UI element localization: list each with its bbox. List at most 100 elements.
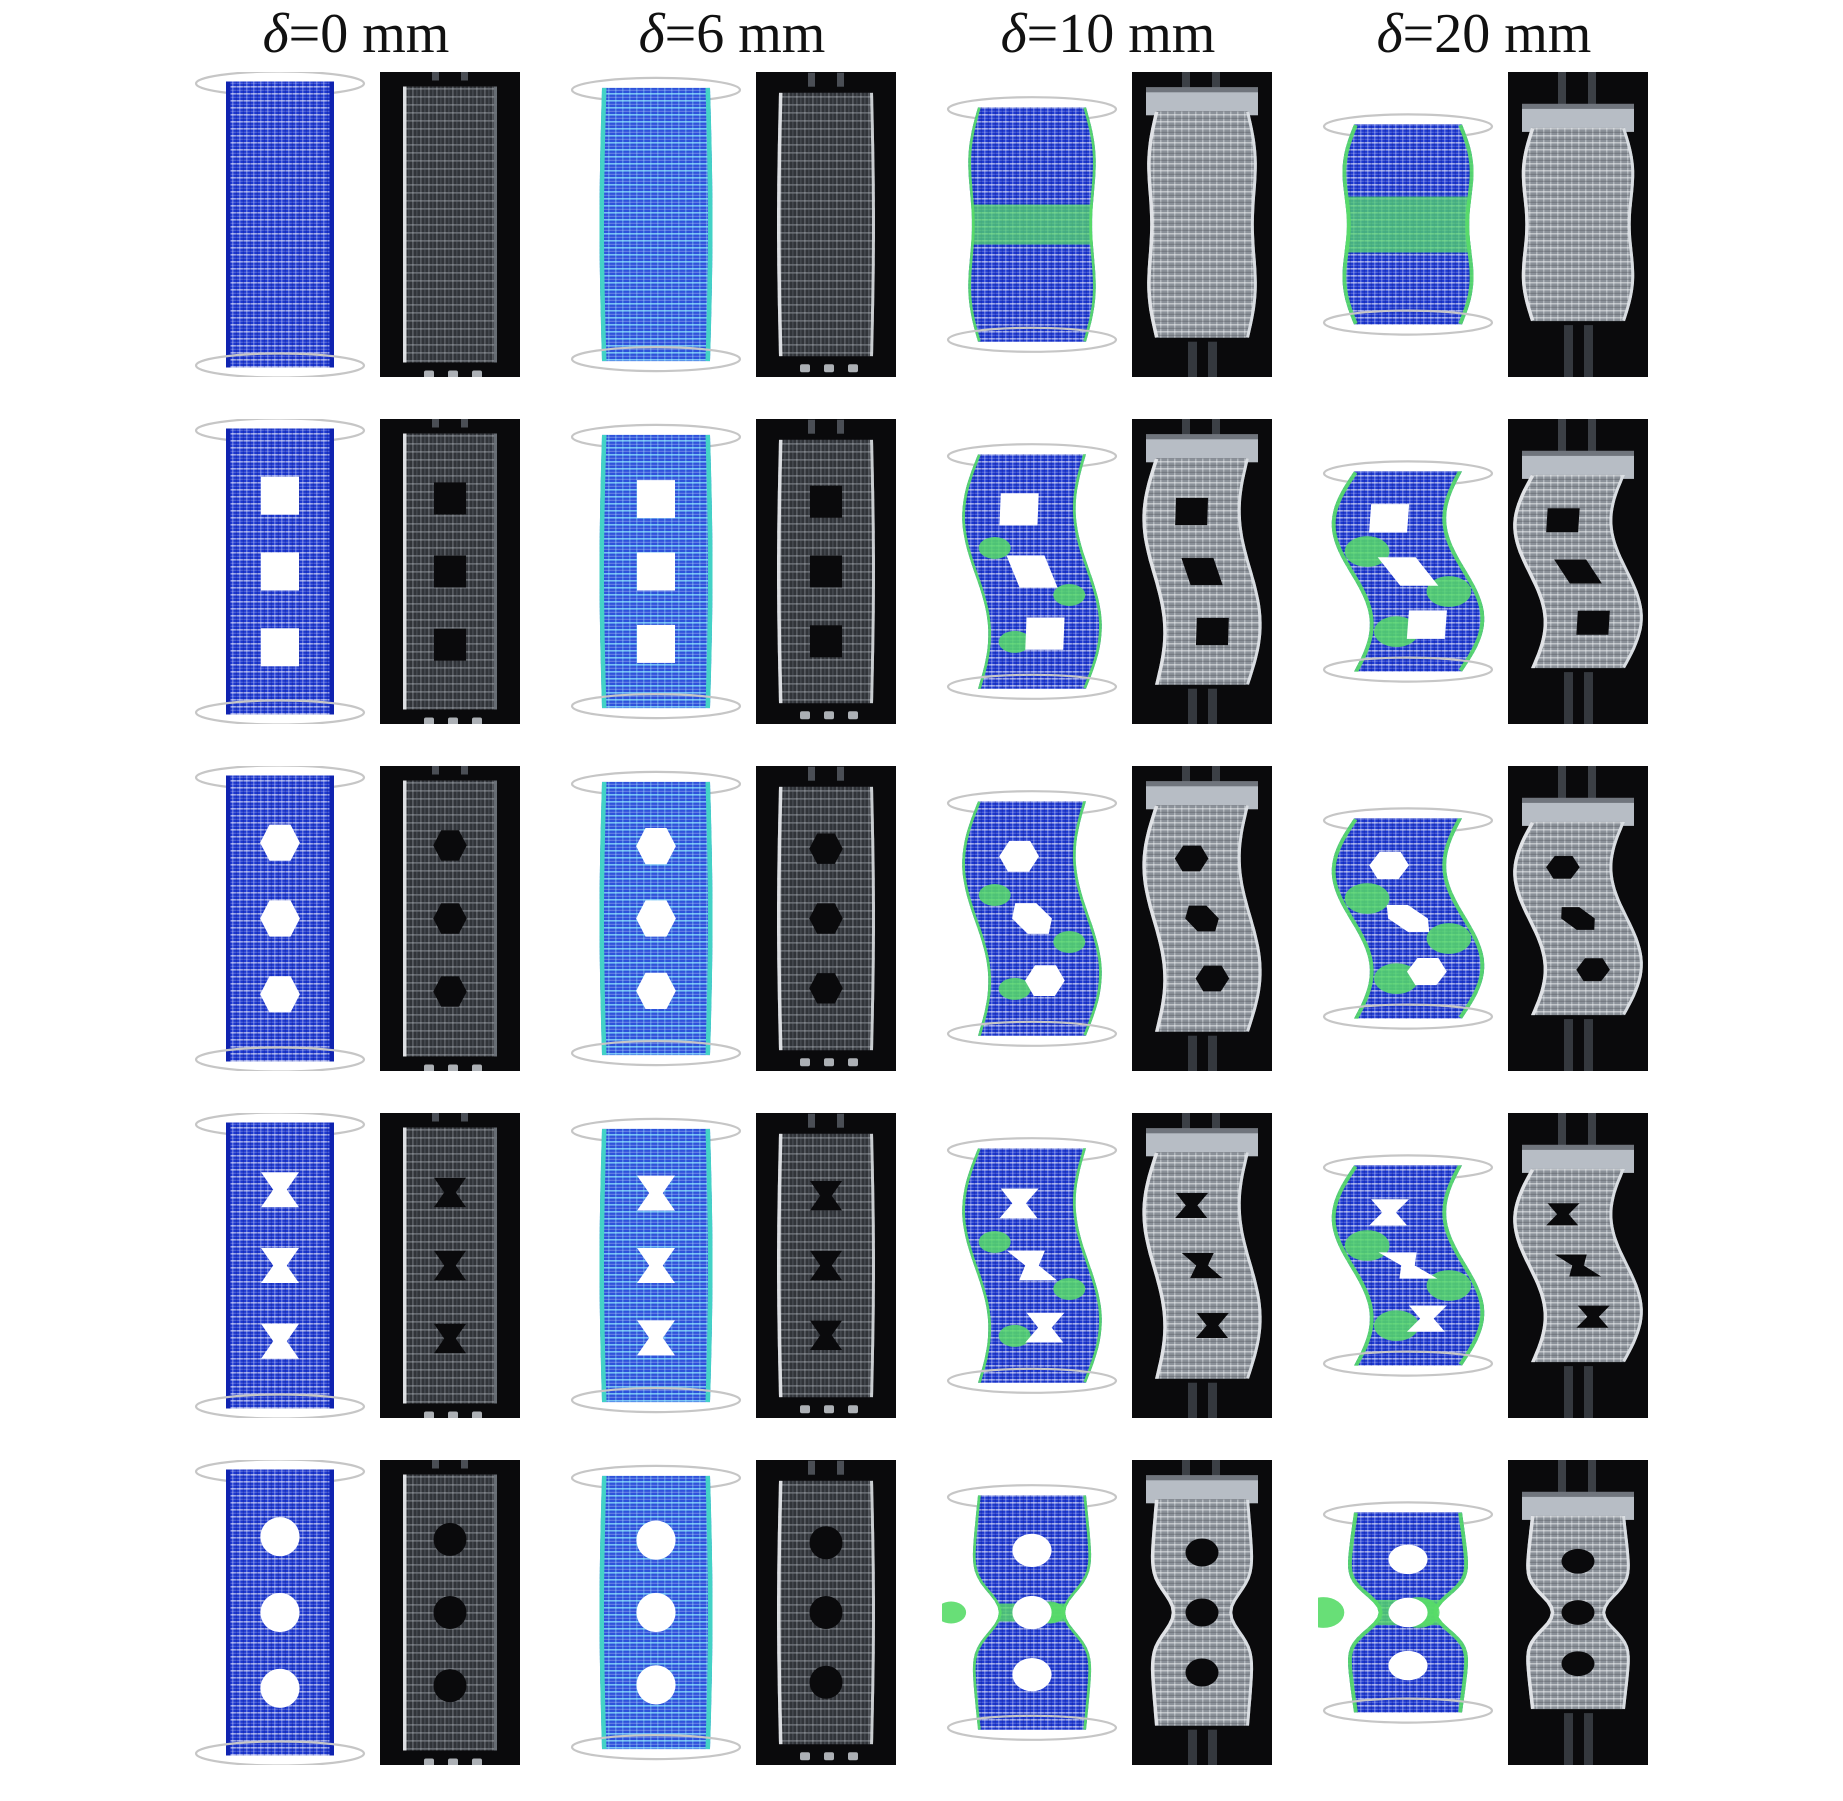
hole — [1006, 555, 1058, 588]
hole-bowtie — [637, 1320, 675, 1356]
base-highlight — [448, 717, 458, 724]
holes-group — [434, 482, 466, 661]
cell-hexagon-holes-d0 — [190, 766, 522, 1071]
hole — [637, 552, 675, 591]
hole-square — [637, 480, 675, 519]
fixture-post — [1182, 1113, 1190, 1129]
hole-bowtie — [810, 1181, 842, 1211]
fixture-stud — [808, 72, 815, 87]
clamp-plate-edge — [1522, 1144, 1634, 1150]
hole-hexagon — [1025, 965, 1065, 996]
holes-group — [999, 1188, 1065, 1343]
cell-plain-tube-d10 — [942, 72, 1274, 377]
base-highlight — [472, 1758, 482, 1765]
hole — [810, 1181, 842, 1211]
hole-bowtie — [261, 1172, 299, 1208]
fixture-post — [1558, 1113, 1566, 1145]
hole-hexagon — [1174, 845, 1209, 872]
clamp-plate-edge — [1146, 781, 1258, 787]
cell-bowtie-holes-d6 — [566, 1113, 898, 1418]
simulation-r5-c3 — [942, 1484, 1118, 1741]
hole-square — [999, 493, 1039, 526]
holes-group — [999, 493, 1065, 650]
experiment-photo-r2-c3 — [1132, 419, 1272, 724]
specimen-wireframe — [1521, 127, 1635, 322]
strain-blob — [998, 630, 1031, 653]
clamp-ring-bottom — [194, 1046, 366, 1071]
hole — [809, 1596, 843, 1629]
hole — [1175, 1193, 1208, 1218]
experiment-photo-r4-c1 — [380, 1113, 520, 1418]
hole — [1406, 1305, 1447, 1332]
hole-bowtie — [1378, 1252, 1438, 1279]
hole-hexagon — [433, 976, 467, 1007]
hole-hexagon — [809, 973, 843, 1004]
experiment-photo-r5-c4 — [1508, 1460, 1648, 1765]
holes-group — [810, 485, 842, 658]
hole — [1174, 845, 1209, 872]
hole — [433, 903, 467, 934]
hole — [434, 1323, 466, 1354]
hole — [1554, 559, 1602, 584]
hole-circle — [260, 1668, 300, 1708]
experiment-photo-r3-c3 — [1132, 766, 1272, 1071]
clamp-ring-bottom — [194, 352, 366, 377]
fixture-stud — [808, 419, 815, 434]
hole — [1386, 904, 1430, 933]
fixture-stud — [837, 419, 844, 434]
clamp-ring-bottom — [946, 1714, 1118, 1741]
simulation-r5-c4 — [1318, 1501, 1494, 1724]
side-rail-left — [599, 781, 607, 1056]
hole-bowtie — [1554, 1254, 1602, 1277]
hole-circle — [636, 1665, 676, 1705]
holes-group — [1546, 855, 1610, 982]
hole — [434, 1250, 466, 1281]
hole — [1196, 1313, 1229, 1338]
side-rail-right — [705, 1475, 713, 1750]
simulation-r1-c3 — [946, 96, 1118, 353]
clamp-ring-bottom — [570, 1734, 742, 1761]
hole — [809, 903, 843, 934]
base-highlight — [824, 1752, 834, 1761]
holes-group — [1369, 851, 1447, 986]
base-highlight — [424, 1064, 434, 1071]
hole-circle — [1185, 1598, 1219, 1627]
base-highlight — [824, 1058, 834, 1067]
hole-square — [1377, 557, 1439, 586]
holes-group — [1175, 497, 1229, 646]
hole-circle — [260, 1592, 300, 1633]
hole-square — [810, 625, 842, 658]
simulation-r2-c2 — [570, 423, 742, 720]
fixture-stud — [461, 766, 468, 775]
fixture-post — [1588, 1460, 1596, 1492]
hole-square — [1576, 610, 1610, 635]
hole-bowtie — [999, 1188, 1039, 1219]
clamp-plate-edge — [1522, 1491, 1634, 1497]
base-highlight — [448, 370, 458, 377]
clamp-plate-edge — [1146, 87, 1258, 93]
strain-blob — [1426, 576, 1472, 607]
fixture-stud — [432, 1460, 439, 1469]
experiment-photo-r1-c2 — [756, 72, 896, 377]
holes-group — [636, 828, 676, 1009]
base-highlight — [800, 1058, 810, 1067]
base-highlight — [848, 711, 858, 720]
clamp-plate-edge — [1522, 450, 1634, 456]
hole — [261, 1323, 299, 1359]
hole-circle — [1185, 1658, 1219, 1687]
hole-hexagon — [1561, 907, 1595, 930]
hole-circle — [1388, 1597, 1428, 1628]
strain-blob — [1426, 1270, 1472, 1301]
base-highlight — [800, 1752, 810, 1761]
hole — [433, 830, 467, 861]
delta-symbol: δ — [262, 3, 289, 65]
experiment-photo-r1-c4 — [1508, 72, 1648, 377]
experiment-photo-r4-c4 — [1508, 1113, 1648, 1418]
side-rail-left — [599, 87, 607, 362]
hole — [1012, 903, 1052, 934]
hole-bowtie — [1406, 1305, 1447, 1332]
hole — [1181, 1253, 1223, 1278]
fixture-post — [1188, 1035, 1197, 1071]
fixture-post — [1208, 1382, 1217, 1418]
base-highlight — [848, 364, 858, 373]
